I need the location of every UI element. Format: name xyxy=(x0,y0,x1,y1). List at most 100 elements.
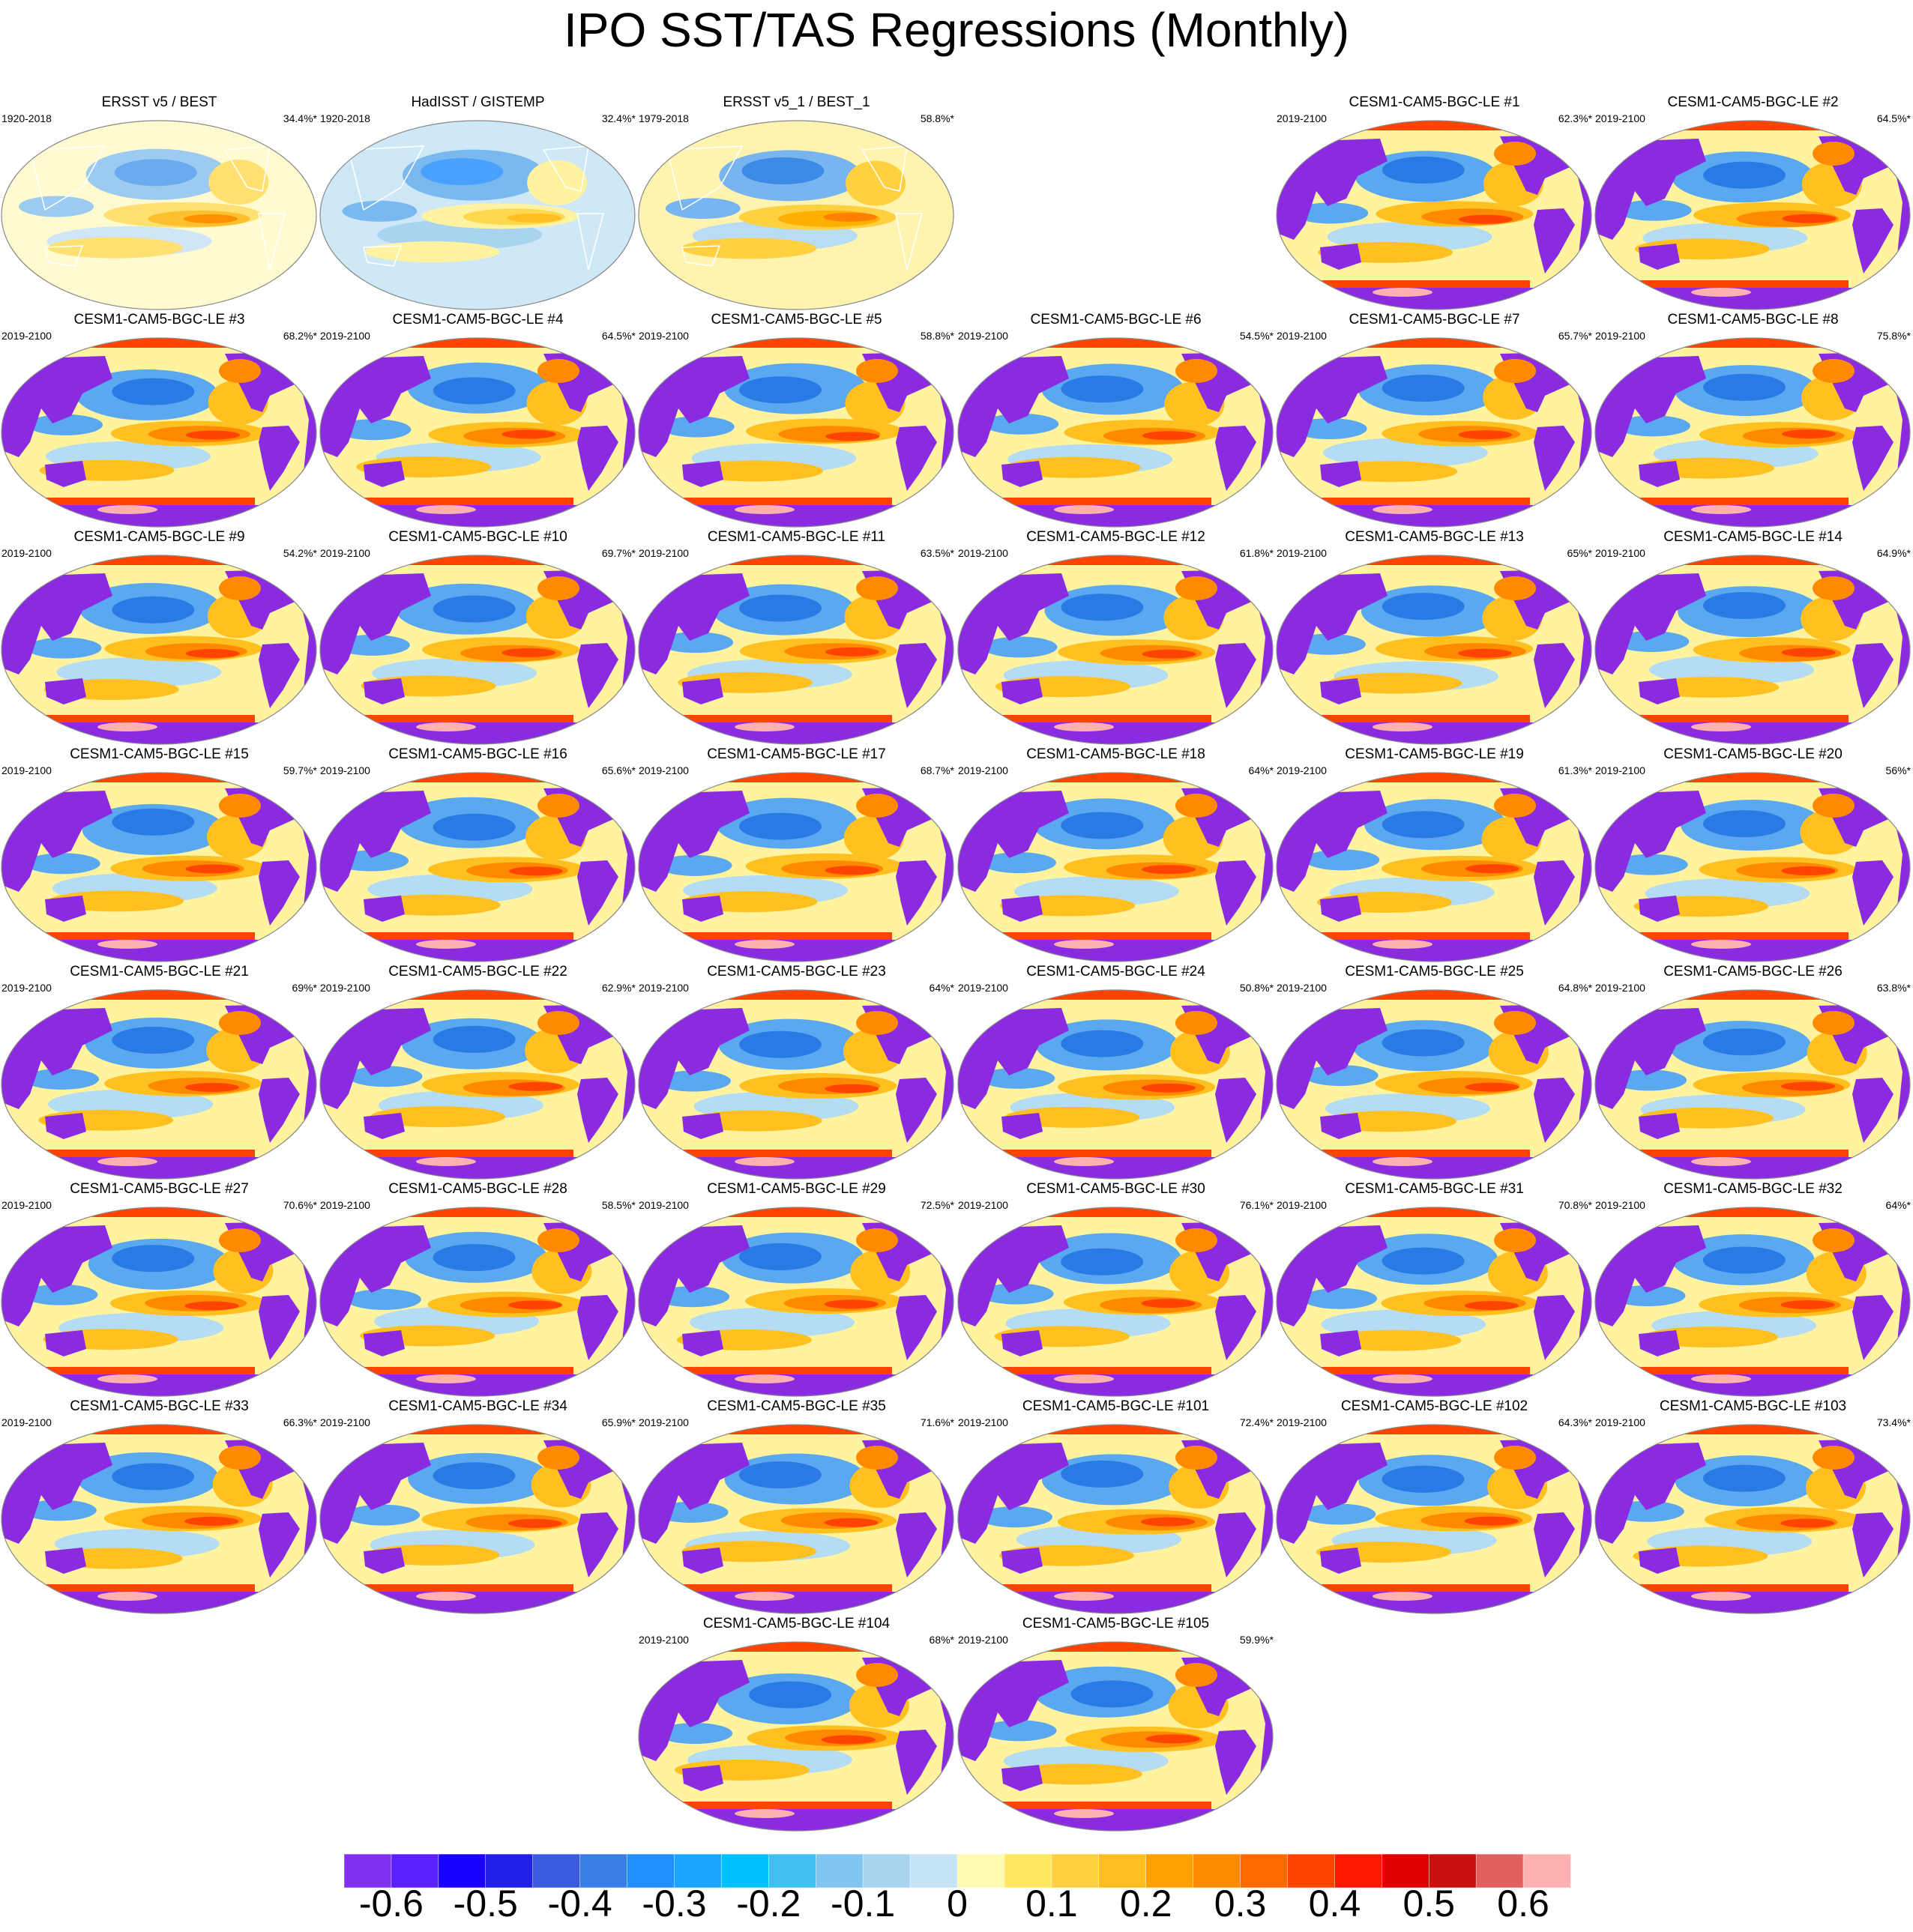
world-map xyxy=(1594,989,1911,1180)
land-eurasia xyxy=(639,1443,750,1544)
warm-anomaly xyxy=(1142,865,1196,875)
warm-anomaly xyxy=(97,722,157,731)
panel-title: CESM1-CAM5-BGC-LE #24 xyxy=(1026,964,1205,979)
panel-period: 2019-2100 xyxy=(639,982,689,994)
panel-period: 1979-2018 xyxy=(639,112,689,124)
world-map xyxy=(319,120,636,310)
land-eurasia xyxy=(1595,573,1706,674)
warm-anomaly xyxy=(825,432,880,441)
cool-anomaly xyxy=(112,1027,195,1054)
panel-title: CESM1-CAM5-BGC-LE #12 xyxy=(1026,529,1205,545)
map-border xyxy=(1,120,317,310)
world-map xyxy=(1594,337,1911,528)
cool-anomaly xyxy=(112,596,195,624)
warm-anomaly xyxy=(1373,940,1433,949)
world-map xyxy=(1,989,317,1180)
land-south-america xyxy=(259,1078,300,1143)
world-map xyxy=(1594,120,1911,310)
colorbar-swatch xyxy=(1004,1853,1052,1889)
warm-anomaly xyxy=(1054,1809,1114,1818)
cool-anomaly xyxy=(739,376,822,404)
panel-variance-pct: 58.8%* xyxy=(920,112,954,124)
world-map xyxy=(1594,1424,1911,1614)
land-eurasia xyxy=(1595,356,1706,457)
warm-anomaly xyxy=(527,160,588,205)
map-panel: CESM1-CAM5-BGC-LE #29 2019-2100 72.5%* xyxy=(637,1181,956,1397)
map-border xyxy=(1276,989,1592,1180)
land-australia xyxy=(682,1113,723,1139)
map-panel: CESM1-CAM5-BGC-LE #34 2019-2100 65.9%* xyxy=(319,1398,637,1614)
warm-anomaly xyxy=(1639,280,1849,288)
warm-anomaly xyxy=(682,1150,892,1157)
panel-period: 2019-2100 xyxy=(1595,112,1645,124)
land-south-america xyxy=(1215,643,1256,708)
colorbar-tick-label: 0.6 xyxy=(1497,1883,1549,1925)
land-south-america xyxy=(1215,1730,1256,1795)
cool-anomaly xyxy=(977,1506,1052,1528)
warm-anomaly xyxy=(824,1299,879,1309)
warm-anomaly xyxy=(416,1157,476,1166)
panel-variance-pct: 62.3%* xyxy=(1558,112,1592,124)
warm-anomaly xyxy=(219,1446,261,1470)
land-south-america xyxy=(577,643,618,708)
colorbar-swatch xyxy=(1145,1853,1194,1889)
world-map xyxy=(1276,1207,1592,1397)
cool-anomaly xyxy=(421,158,504,186)
panel-variance-pct: 63.5%* xyxy=(920,547,954,559)
colorbar-swatch xyxy=(532,1853,581,1889)
map-border xyxy=(957,555,1274,745)
cool-anomaly xyxy=(1703,373,1786,401)
panel-title: CESM1-CAM5-BGC-LE #8 xyxy=(1667,312,1839,327)
warm-anomaly xyxy=(1691,1592,1751,1601)
land-eurasia xyxy=(958,1225,1069,1326)
world-map xyxy=(319,337,636,528)
panel-title: CESM1-CAM5-BGC-LE #23 xyxy=(707,964,886,979)
warm-anomaly xyxy=(1054,722,1114,731)
warm-anomaly xyxy=(1054,505,1114,514)
warm-anomaly xyxy=(1001,498,1211,505)
panel-period: 2019-2100 xyxy=(320,330,370,342)
world-map xyxy=(957,1424,1274,1614)
warm-anomaly xyxy=(501,647,556,657)
world-map xyxy=(957,555,1274,745)
land-australia xyxy=(1320,244,1361,270)
cool-anomaly xyxy=(433,1244,516,1272)
land-australia xyxy=(45,678,86,704)
cool-anomaly xyxy=(1061,1460,1144,1488)
land-eurasia xyxy=(1277,573,1388,674)
map-border xyxy=(319,337,636,528)
warm-anomaly xyxy=(1320,715,1530,722)
warm-anomaly xyxy=(1813,1228,1855,1252)
panel-variance-pct: 61.3%* xyxy=(1558,764,1592,776)
panel-variance-pct: 70.6%* xyxy=(283,1199,317,1211)
map-panel: CESM1-CAM5-BGC-LE #21 2019-2100 69%* xyxy=(0,964,319,1180)
map-border xyxy=(638,1424,954,1614)
land-australia xyxy=(1320,896,1361,922)
panel-title: CESM1-CAM5-BGC-LE #19 xyxy=(1345,746,1524,762)
land-south-america xyxy=(896,1078,937,1143)
map-panel: CESM1-CAM5-BGC-LE #11 2019-2100 63.5%* xyxy=(637,529,956,745)
panel-period: 2019-2100 xyxy=(1595,330,1645,342)
warm-anomaly xyxy=(97,1157,157,1166)
warm-anomaly xyxy=(1458,648,1513,658)
warm-anomaly xyxy=(1639,498,1849,505)
map-border xyxy=(1276,1207,1592,1397)
map-border xyxy=(638,1207,954,1397)
land-eurasia xyxy=(1,1443,112,1544)
panel-title: CESM1-CAM5-BGC-LE #31 xyxy=(1345,1181,1524,1197)
world-map xyxy=(638,1207,954,1397)
land-south-america xyxy=(1852,1512,1894,1578)
land-south-america xyxy=(1852,1295,1894,1360)
world-map xyxy=(957,1641,1274,1832)
cool-anomaly xyxy=(1304,849,1380,871)
cool-anomaly xyxy=(25,853,100,875)
world-map xyxy=(1,772,317,962)
cool-anomaly xyxy=(1382,593,1465,621)
warm-anomaly xyxy=(1320,1150,1530,1157)
world-map xyxy=(638,1424,954,1614)
panel-title: CESM1-CAM5-BGC-LE #34 xyxy=(388,1398,567,1414)
map-panel: CESM1-CAM5-BGC-LE #28 2019-2100 58.5%* xyxy=(319,1181,637,1397)
warm-anomaly xyxy=(1175,576,1217,600)
panel-variance-pct: 64%* xyxy=(1885,1199,1911,1211)
warm-anomaly xyxy=(825,647,879,656)
